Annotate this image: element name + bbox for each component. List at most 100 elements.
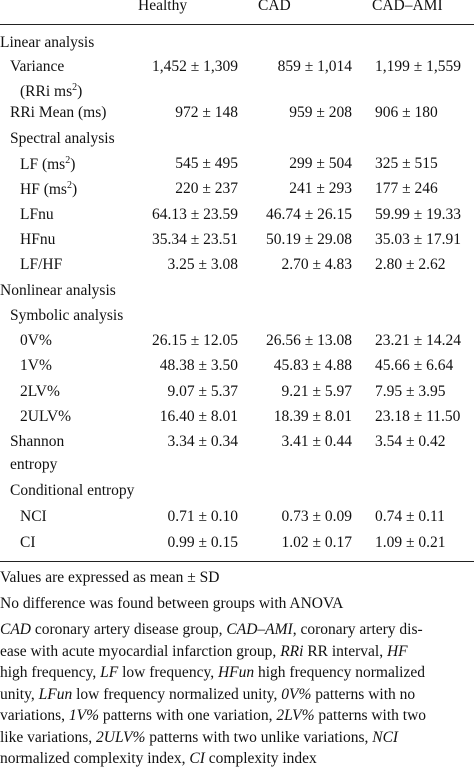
cell-cad-ami: 23.21 ± 14.24 [375, 332, 462, 349]
cell-healthy: 3.34 ± 0.34 [167, 433, 238, 450]
cell-cad: 959 ± 208 [289, 104, 352, 121]
cell-cad: 3.41 ± 0.44 [281, 433, 352, 450]
cell-cad: 241 ± 293 [289, 180, 352, 197]
abbreviations-footnote: CAD coronary artery disease group, CAD–A… [0, 619, 474, 770]
table-row: HF (ms2) 220 ± 237 241 ± 293 177 ± 246 [0, 180, 474, 206]
cell-healthy: 26.15 ± 12.05 [151, 332, 238, 349]
table-row: 2LV% 9.07 ± 5.37 9.21 ± 5.97 7.95 ± 3.95 [0, 383, 474, 409]
cell-cad-ami: 906 ± 180 [375, 104, 438, 121]
abbreviation: LF [100, 664, 119, 681]
definition-text: patterns with no [311, 685, 416, 703]
cell-cad: 0.73 ± 0.09 [281, 508, 352, 525]
cell-healthy: 64.13 ± 23.59 [151, 206, 238, 223]
table-row: Conditional entropy [0, 482, 474, 508]
row-label: 1V% [20, 357, 52, 374]
definition-text: ease with acute myocardial infarction gr… [0, 642, 281, 660]
cell-cad: 46.74 ± 26.15 [265, 206, 352, 223]
bottom-rule [0, 561, 474, 562]
row-label: Spectral analysis [10, 130, 115, 147]
cell-healthy: 972 ± 148 [175, 104, 238, 121]
note-anova: No difference was found between groups w… [0, 595, 344, 612]
cell-cad-ami: 0.74 ± 0.11 [375, 508, 445, 525]
header-cad-ami: CAD–AMI [372, 0, 443, 14]
cell-cad-ami: 23.18 ± 11.50 [375, 408, 461, 425]
table-row: 2ULV% 16.40 ± 8.01 18.39 ± 8.01 23.18 ± 11.… [0, 408, 474, 434]
cell-healthy: 1,452 ± 1,309 [151, 58, 238, 75]
definition-text: patterns with one variation, [99, 707, 277, 724]
row-label: Linear analysis [0, 34, 95, 51]
cell-cad: 1.02 ± 0.17 [281, 534, 352, 551]
row-label: Variance [10, 58, 65, 75]
definition-text: high frequency, [0, 664, 101, 681]
definition-text: low frequency normalized unity, [72, 685, 282, 703]
footnote-line: high frequency, LF low frequency, HFun h… [0, 662, 474, 684]
row-label: 2LV% [20, 383, 60, 400]
footnote-line: normalized complexity index, CI complexi… [0, 748, 474, 770]
table-row: Spectral analysis [0, 130, 474, 156]
row-label: LF/HF [20, 256, 63, 273]
row-label: RRi Mean (ms) [10, 104, 107, 121]
table-row: NCI 0.71 ± 0.10 0.73 ± 0.09 0.74 ± 0.11 [0, 508, 474, 534]
header-cad: CAD [258, 0, 291, 14]
row-label: (RRi ms2) [20, 82, 83, 100]
cell-cad: 26.56 ± 13.08 [265, 332, 352, 349]
cell-cad: 50.19 ± 29.08 [265, 231, 352, 248]
table-row: Shannon 3.34 ± 0.34 3.41 ± 0.44 3.54 ± 0.42 [0, 433, 474, 459]
table-row: LF (ms2) 545 ± 495 299 ± 504 325 ± 515 [0, 155, 474, 181]
row-label: HFnu [20, 231, 56, 248]
footnote-line: variations, 1V% patterns with one variat… [0, 705, 474, 727]
cell-healthy: 9.07 ± 5.37 [167, 383, 238, 400]
cell-cad-ami: 59.99 ± 19.33 [375, 206, 462, 223]
cell-cad: 859 ± 1,014 [277, 58, 352, 75]
table-row: 1V% 48.38 ± 3.50 45.83 ± 4.88 45.66 ± 6.64 [0, 357, 474, 383]
table-row: (RRi ms2) [0, 82, 474, 108]
row-label: 0V% [20, 332, 52, 349]
row-label: Shannon [10, 433, 65, 450]
header-rule [0, 24, 474, 25]
abbreviation: HFun [217, 664, 255, 681]
table-row: LF/HF 3.25 ± 3.08 2.70 ± 4.83 2.80 ± 2.62 [0, 256, 474, 282]
footnote-line: like variations, 2ULV% patterns with two… [0, 727, 474, 749]
cell-cad: 299 ± 504 [289, 155, 352, 172]
row-label: entropy [10, 456, 58, 473]
table-row: entropy [0, 456, 474, 482]
header-healthy: Healthy [138, 0, 188, 14]
row-label: Conditional entropy [10, 482, 135, 499]
row-label: NCI [20, 508, 47, 525]
row-label: LF (ms2) [20, 155, 76, 173]
cell-cad-ami: 45.66 ± 6.64 [375, 357, 454, 374]
table-row: Linear analysis [0, 34, 474, 60]
definition-text: , coronary artery dis- [292, 621, 423, 638]
table-row: Symbolic analysis [0, 307, 474, 333]
footnote-line: CAD coronary artery disease group, CAD–A… [0, 619, 474, 641]
definition-text: RR interval, [303, 642, 387, 660]
cell-cad-ami: 3.54 ± 0.42 [375, 433, 446, 450]
abbreviation: 2LV% [276, 707, 315, 724]
definition-text: coronary artery disease group, [31, 621, 227, 638]
cell-healthy: 545 ± 495 [175, 155, 238, 172]
table-row: 0V% 26.15 ± 12.05 26.56 ± 13.08 23.21 ± 14.… [0, 332, 474, 358]
table-row: Variance 1,452 ± 1,309 859 ± 1,014 1,199 ± … [0, 58, 474, 84]
abbreviation: NCI [372, 728, 399, 746]
cell-cad: 45.83 ± 4.88 [273, 357, 352, 374]
table-row: CI 0.99 ± 0.15 1.02 ± 0.17 1.09 ± 0.21 [0, 534, 474, 560]
definition-text: normalized complexity index, [0, 750, 190, 767]
table-row: LFnu 64.13 ± 23.59 46.74 ± 26.15 59.99 ± 19… [0, 206, 474, 232]
table-notes: Values are expressed as mean ± SD No dif… [0, 566, 474, 770]
cell-cad: 18.39 ± 8.01 [273, 408, 352, 425]
cell-cad-ami: 177 ± 246 [375, 180, 438, 197]
definition-text: high frequency normalized [254, 664, 425, 681]
row-label: HF (ms2) [20, 180, 78, 198]
table-row: RRi Mean (ms) 972 ± 148 959 ± 208 906 ± 180 [0, 104, 474, 130]
cell-cad-ami: 2.80 ± 2.62 [375, 256, 446, 273]
abbreviation: 0V% [281, 685, 312, 703]
cell-healthy: 35.34 ± 23.51 [151, 231, 238, 248]
cell-healthy: 48.38 ± 3.50 [159, 357, 238, 374]
row-label: CI [20, 534, 36, 551]
cell-cad-ami: 1,199 ± 1,559 [375, 58, 462, 75]
definition-text: variations, [0, 707, 69, 724]
abbreviation: RRi [280, 642, 304, 660]
cell-healthy: 220 ± 237 [175, 180, 238, 197]
definition-text: low frequency, [118, 664, 218, 681]
abbreviation: LFun [38, 685, 73, 703]
